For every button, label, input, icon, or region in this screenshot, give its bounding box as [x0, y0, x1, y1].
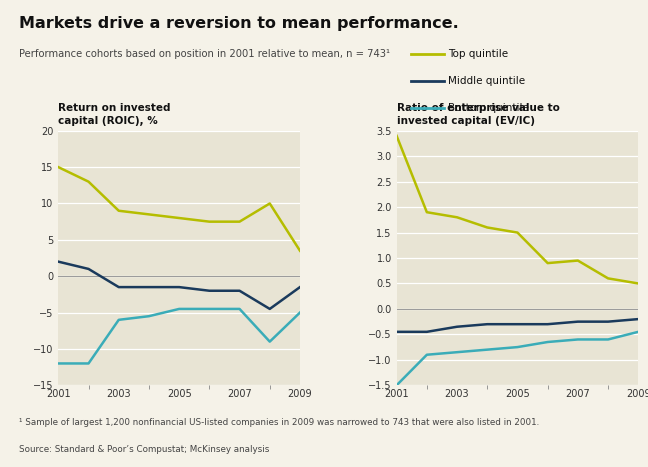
- Text: Middle quintile: Middle quintile: [448, 76, 526, 86]
- Text: Top quintile: Top quintile: [448, 49, 509, 59]
- Text: Return on invested
capital (ROIC), %: Return on invested capital (ROIC), %: [58, 103, 171, 126]
- Text: Markets drive a reversion to mean performance.: Markets drive a reversion to mean perfor…: [19, 16, 459, 31]
- Text: Ratio of enterprise value to
invested capital (EV/IC): Ratio of enterprise value to invested ca…: [397, 103, 559, 126]
- Text: Source: Standard & Poor’s Compustat; McKinsey analysis: Source: Standard & Poor’s Compustat; McK…: [19, 445, 270, 453]
- Text: ¹ Sample of largest 1,200 nonfinancial US-listed companies in 2009 was narrowed : ¹ Sample of largest 1,200 nonfinancial U…: [19, 418, 540, 427]
- Text: Bottom quintile: Bottom quintile: [448, 103, 529, 113]
- Text: Performance cohorts based on position in 2001 relative to mean, n = 743¹: Performance cohorts based on position in…: [19, 49, 391, 59]
